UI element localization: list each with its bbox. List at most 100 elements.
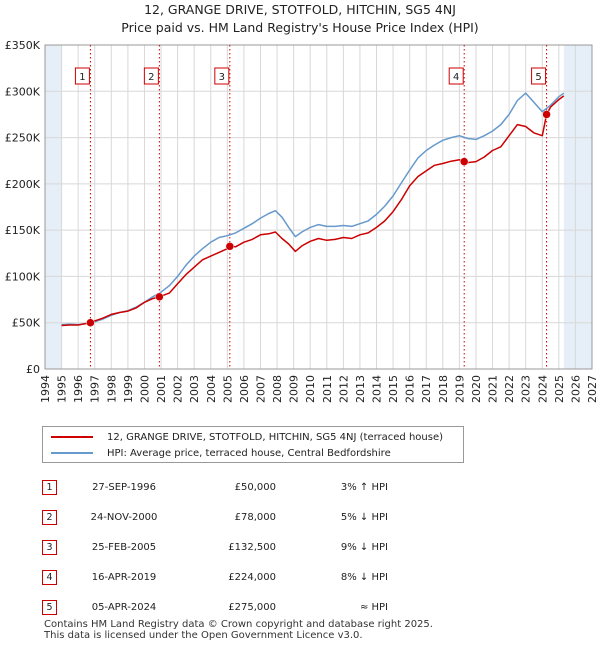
y-tick-label: £100K — [5, 270, 41, 283]
sale-number-box — [531, 67, 547, 85]
y-tick-label: £350K — [5, 39, 41, 52]
sale-date: 05-APR-2024 — [91, 601, 157, 613]
chart-title-address: 12, GRANGE DRIVE, STOTFOLD, HITCHIN, SG5… — [144, 2, 456, 17]
table-row: 1 27-SEP-1996 £50,000 3% ↑ HPI — [42, 472, 388, 502]
x-tick-label: 1994 — [39, 375, 52, 403]
legend-swatch-price — [51, 436, 93, 438]
sale-date: 27-SEP-1996 — [92, 481, 156, 493]
x-tick-label: 1997 — [89, 375, 102, 403]
y-tick-label: £50K — [12, 317, 41, 330]
sale-point — [225, 242, 235, 251]
sale-date: 16-APR-2019 — [91, 571, 157, 583]
x-tick-label: 2009 — [288, 375, 301, 403]
sale-date: 25-FEB-2005 — [91, 541, 157, 553]
y-tick-label: £300K — [5, 85, 41, 98]
legend-label-hpi: HPI: Average price, terraced house, Cent… — [107, 447, 391, 459]
price-paid-line — [61, 95, 565, 327]
x-tick-label: 2007 — [254, 375, 267, 403]
x-tick-label: 2020 — [470, 375, 483, 403]
sale-number-box — [74, 67, 90, 85]
x-tick-label: 1995 — [56, 375, 69, 403]
shaded-band — [45, 45, 62, 369]
sale-hpi-comparison: ≈ HPI — [359, 601, 388, 613]
x-tick-label: 2018 — [437, 375, 450, 403]
x-tick-label: 2017 — [420, 375, 433, 403]
sale-number-badge: 1 — [42, 479, 57, 495]
x-tick-label: 2013 — [354, 375, 367, 403]
sale-point — [155, 292, 164, 302]
y-tick-label: £250K — [5, 132, 41, 145]
footer-licence: This data is licensed under the Open Gov… — [44, 630, 363, 641]
x-tick-label: 2014 — [371, 375, 384, 403]
sale-number-label: 5 — [535, 72, 541, 83]
table-row: 3 25-FEB-2005 £132,500 9% ↓ HPI — [42, 532, 388, 562]
x-tick-label: 2025 — [553, 375, 566, 403]
sale-number-box — [448, 67, 464, 85]
y-tick-label: £0 — [26, 363, 40, 376]
x-tick-label: 2003 — [188, 375, 201, 403]
table-row: 5 05-APR-2024 £275,000 ≈ HPI — [42, 592, 388, 622]
shaded-band — [563, 45, 592, 369]
sale-point — [542, 110, 551, 119]
sale-number-box — [214, 67, 230, 85]
x-tick-label: 2001 — [155, 375, 168, 403]
sale-hpi-comparison: 5% ↓ HPI — [340, 511, 388, 523]
sale-number-box — [143, 67, 159, 85]
y-tick-label: £150K — [5, 224, 41, 237]
x-tick-label: 2002 — [172, 375, 185, 403]
table-row: 4 16-APR-2019 £224,000 8% ↓ HPI — [42, 562, 388, 592]
footer-copyright: Contains HM Land Registry data © Crown c… — [44, 619, 433, 630]
legend-label-price: 12, GRANGE DRIVE, STOTFOLD, HITCHIN, SG5… — [107, 431, 444, 443]
sale-number-label: 1 — [79, 72, 85, 83]
x-tick-label: 2005 — [221, 375, 234, 403]
y-tick-label: £200K — [5, 178, 41, 191]
x-tick-label: 2004 — [205, 375, 218, 403]
sale-number-label: 2 — [148, 72, 154, 83]
sale-point — [86, 318, 95, 327]
x-tick-label: 1999 — [122, 375, 135, 403]
sale-number-badge: 5 — [42, 599, 57, 615]
footer-attribution: Contains HM Land Registry data © Crown c… — [44, 619, 433, 641]
x-tick-label: 2023 — [520, 375, 533, 403]
sale-price: £224,000 — [228, 571, 276, 583]
legend-swatch-hpi — [51, 452, 93, 454]
sale-number-label: 4 — [453, 72, 459, 83]
legend-item-price: 12, GRANGE DRIVE, STOTFOLD, HITCHIN, SG5… — [51, 430, 443, 444]
sale-hpi-comparison: 9% ↓ HPI — [340, 541, 388, 553]
sale-number-label: 3 — [219, 72, 225, 83]
sale-price: £78,000 — [234, 511, 276, 523]
x-tick-label: 1998 — [105, 375, 118, 403]
legend-item-hpi: HPI: Average price, terraced house, Cent… — [51, 446, 391, 460]
x-tick-label: 2019 — [453, 375, 466, 403]
x-tick-label: 2008 — [271, 375, 284, 403]
sale-number-badge: 2 — [42, 509, 57, 525]
x-tick-label: 2021 — [487, 375, 500, 403]
sale-number-badge: 4 — [42, 569, 57, 585]
sale-number-badge: 3 — [42, 539, 57, 555]
x-tick-label: 2015 — [387, 375, 400, 403]
sale-price: £132,500 — [228, 541, 276, 553]
x-tick-label: 2012 — [337, 375, 350, 403]
sale-date: 24-NOV-2000 — [90, 511, 158, 523]
sales-table: 1 27-SEP-1996 £50,000 3% ↑ HPI 2 24-NOV-… — [42, 472, 388, 622]
x-tick-label: 2024 — [536, 375, 549, 403]
x-tick-label: 2026 — [569, 375, 582, 403]
hpi-line — [61, 92, 565, 326]
x-tick-label: 2006 — [238, 375, 251, 403]
x-tick-label: 1996 — [72, 375, 85, 403]
sale-point — [459, 157, 469, 166]
x-tick-label: 2010 — [304, 375, 317, 403]
x-tick-label: 2000 — [138, 375, 151, 403]
sale-price: £50,000 — [234, 481, 276, 493]
sale-hpi-comparison: 3% ↑ HPI — [340, 481, 388, 493]
table-row: 2 24-NOV-2000 £78,000 5% ↓ HPI — [42, 502, 388, 532]
x-tick-label: 2011 — [321, 375, 334, 403]
price-chart: £0 £50K £100K £150K £200K £250K £300K £350K 1994… — [5, 39, 599, 403]
chart-subtitle: Price paid vs. HM Land Registry's House … — [121, 20, 479, 35]
x-tick-label: 2027 — [586, 375, 599, 403]
sale-hpi-comparison: 8% ↓ HPI — [340, 571, 388, 583]
x-tick-label: 2022 — [503, 375, 516, 403]
sale-price: £275,000 — [228, 601, 276, 613]
chart-legend: 12, GRANGE DRIVE, STOTFOLD, HITCHIN, SG5… — [42, 426, 464, 463]
x-tick-label: 2016 — [404, 375, 417, 403]
